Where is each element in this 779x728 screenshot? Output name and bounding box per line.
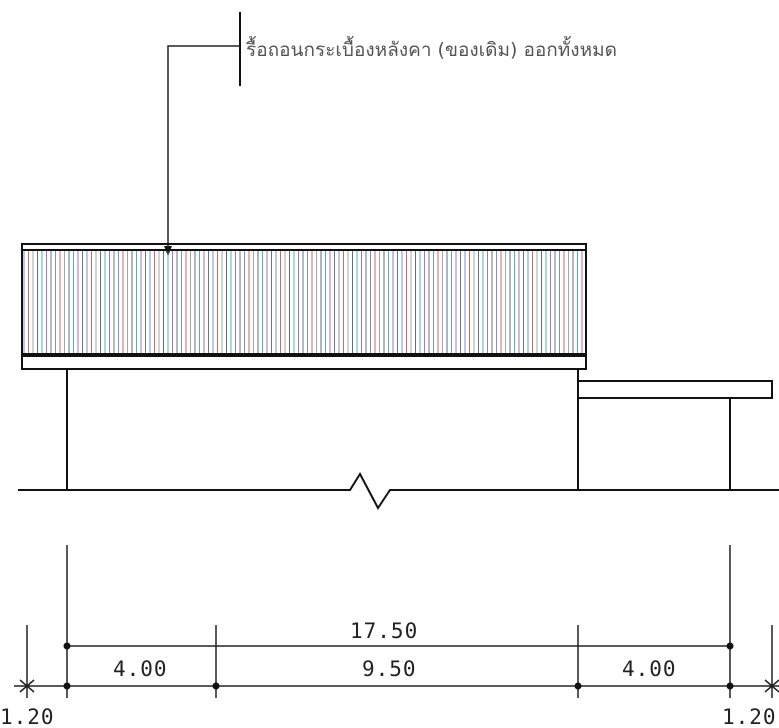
ground-line-with-break [18,471,779,510]
dim-dot-icon [63,642,71,650]
roof-fascia [21,355,587,370]
roof-tile-stripes [23,251,583,353]
total-dimension: 17.50 [350,619,418,643]
building-body [66,369,579,490]
demolition-note: รื้อถอนกระเบื้องหลังคา (ของเดิม) ออกทั้ง… [245,36,617,61]
segment-dimension-right: 4.00 [622,657,677,681]
dim-dot-icon [726,682,734,690]
side-canopy [577,380,773,490]
roof-outline [21,243,587,355]
dim-tick-icon [764,679,779,693]
roof [21,243,587,370]
canopy-slab [577,380,773,399]
dim-dot-icon [212,682,220,690]
overhang-dimension-left: 1.20 [0,705,55,728]
segment-dimension-left: 4.00 [113,657,168,681]
segment-dimension-middle: 9.50 [362,657,417,681]
dimension-lines: 17.50 4.00 9.50 4.00 1.20 1.20 [0,545,779,728]
leader-line [167,45,240,252]
overhang-dimension-right: 1.20 [722,705,777,728]
dim-dot-icon [726,642,734,650]
dim-dot-icon [574,682,582,690]
roof-note-callout: รื้อถอนกระเบื้องหลังคา (ของเดิม) ออกทั้ง… [164,12,617,256]
dim-tick-icon [19,679,35,693]
dim-dot-icon [63,682,71,690]
